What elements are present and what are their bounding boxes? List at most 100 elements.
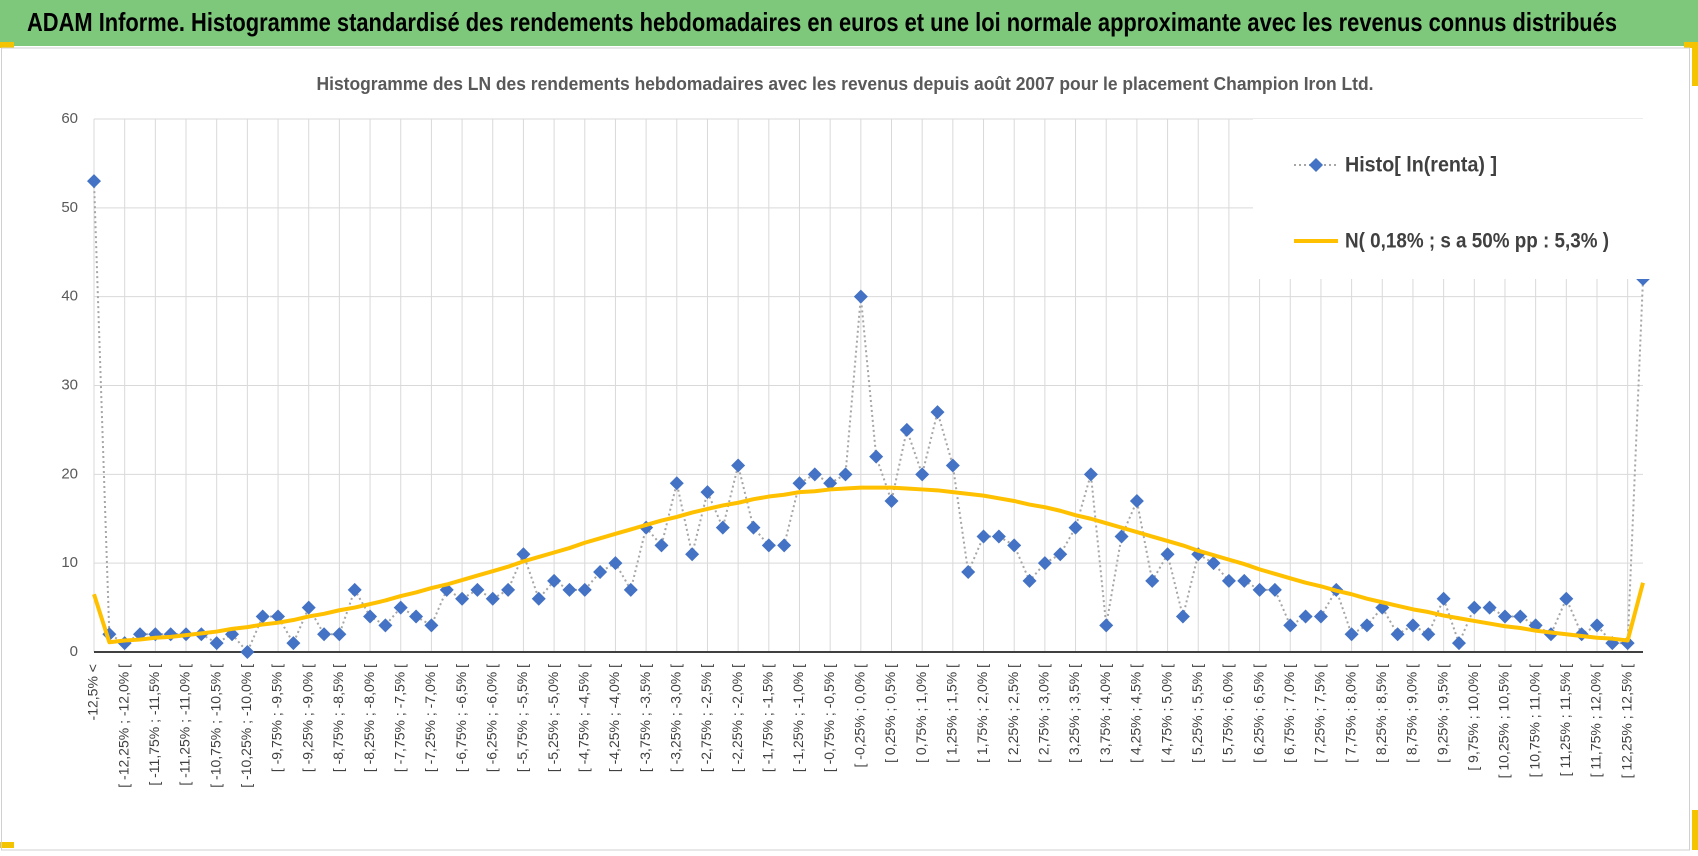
y-tick-label: 30 bbox=[61, 376, 78, 393]
point-marker bbox=[1482, 600, 1497, 615]
x-tick-label: [ -5,75% ; -5,5% [ bbox=[514, 664, 530, 772]
point-marker bbox=[1436, 591, 1451, 606]
x-tick-label: [ 2,25% ; 2,5% [ bbox=[1005, 664, 1021, 763]
point-marker bbox=[1390, 627, 1405, 642]
legend-marker bbox=[1309, 158, 1323, 172]
x-tick-label: [ -2,75% ; -2,5% [ bbox=[698, 664, 714, 772]
point-marker bbox=[1267, 582, 1282, 597]
x-tick-label: [ -10,25% ; -10,0% [ bbox=[238, 664, 254, 788]
point-marker bbox=[87, 174, 101, 189]
corner-mark bbox=[1692, 810, 1698, 850]
chart-border bbox=[1, 47, 1690, 851]
point-marker bbox=[915, 467, 930, 482]
point-marker bbox=[1145, 573, 1160, 588]
point-marker bbox=[255, 609, 270, 624]
x-tick-label: [ -5,25% ; -5,0% [ bbox=[545, 664, 561, 772]
point-marker bbox=[838, 467, 853, 482]
point-marker bbox=[715, 520, 730, 535]
point-marker bbox=[470, 582, 485, 597]
point-marker bbox=[209, 636, 224, 651]
point-marker bbox=[516, 547, 531, 562]
x-tick-label: [ 2,75% ; 3,0% [ bbox=[1036, 664, 1052, 763]
x-tick-label: [ 5,75% ; 6,0% [ bbox=[1220, 664, 1236, 763]
x-tick-label: -12,5% < bbox=[85, 664, 101, 720]
series-line bbox=[93, 181, 1644, 653]
y-tick-label: 40 bbox=[61, 288, 78, 305]
point-marker bbox=[1405, 618, 1420, 633]
x-tick-label: [ -0,25% ; 0,0% [ bbox=[852, 664, 868, 768]
point-marker bbox=[700, 485, 715, 500]
header-bar bbox=[0, 0, 1698, 46]
x-tick-label: [ -6,25% ; -6,0% [ bbox=[483, 664, 499, 772]
x-tick-label: [ 11,25% ; 11,5% [ bbox=[1557, 664, 1573, 776]
point-marker bbox=[761, 538, 776, 553]
x-tick-label: [ 4,75% ; 5,0% [ bbox=[1158, 664, 1174, 763]
x-tick-label: [ 6,25% ; 6,5% [ bbox=[1250, 664, 1266, 763]
x-tick-label: [ 0,25% ; 0,5% [ bbox=[882, 664, 898, 763]
y-tick-label: 50 bbox=[61, 199, 78, 216]
chart-title: Histogramme des LN des rendements hebdom… bbox=[317, 74, 1374, 94]
point-marker bbox=[501, 582, 516, 597]
x-tick-label: [ 3,25% ; 3,5% [ bbox=[1066, 664, 1082, 763]
x-tick-label: [ -10,75% ; -10,5% [ bbox=[207, 664, 223, 788]
point-marker bbox=[961, 565, 976, 580]
corner-mark bbox=[0, 42, 14, 48]
x-tick-label: [ -1,75% ; -1,5% [ bbox=[760, 664, 776, 772]
point-marker bbox=[1206, 556, 1221, 571]
point-marker bbox=[547, 573, 562, 588]
point-marker bbox=[1497, 609, 1512, 624]
x-tick-label: [ -8,25% ; -8,0% [ bbox=[361, 664, 377, 772]
point-marker bbox=[1283, 618, 1298, 633]
x-tick-label: [ 0,75% ; 1,0% [ bbox=[913, 664, 929, 763]
x-tick-label: [ 7,25% ; 7,5% [ bbox=[1312, 664, 1328, 763]
x-tick-label: [ 8,25% ; 8,5% [ bbox=[1373, 664, 1389, 763]
x-tick-label: [ 10,75% ; 11,0% [ bbox=[1526, 664, 1542, 777]
legend-box bbox=[1253, 119, 1652, 279]
point-marker bbox=[930, 405, 945, 420]
point-marker bbox=[332, 627, 347, 642]
point-marker bbox=[669, 476, 684, 491]
x-tick-label: [ 5,25% ; 5,5% [ bbox=[1189, 664, 1205, 763]
x-tick-label: [ -4,25% ; -4,0% [ bbox=[606, 664, 622, 772]
point-marker bbox=[1237, 573, 1252, 588]
x-tick-label: [ -2,25% ; -2,0% [ bbox=[729, 664, 745, 772]
x-tick-label: [ -8,75% ; -8,5% [ bbox=[330, 664, 346, 772]
x-tick-label: [ 1,25% ; 1,5% [ bbox=[944, 664, 960, 763]
point-marker bbox=[1344, 627, 1359, 642]
point-marker bbox=[1221, 573, 1236, 588]
point-marker bbox=[347, 582, 362, 597]
point-marker bbox=[1313, 609, 1328, 624]
x-tick-label: [ -9,25% ; -9,0% [ bbox=[299, 664, 315, 772]
x-tick-label: [ -3,25% ; -3,0% [ bbox=[667, 664, 683, 772]
x-tick-label: [ 7,75% ; 8,0% [ bbox=[1342, 664, 1358, 763]
x-tick-label: [ -7,25% ; -7,0% [ bbox=[422, 664, 438, 772]
point-marker bbox=[1114, 529, 1129, 544]
point-marker bbox=[976, 529, 991, 544]
point-marker bbox=[363, 609, 378, 624]
x-tick-label: [ -1,25% ; -1,0% [ bbox=[790, 664, 806, 772]
x-tick-label: [ -6,75% ; -6,5% [ bbox=[453, 664, 469, 772]
legend-label: N( 0,18% ; s a 50% pp : 5,3% ) bbox=[1345, 230, 1609, 253]
point-marker bbox=[853, 289, 868, 304]
point-marker bbox=[1022, 573, 1037, 588]
point-marker bbox=[1359, 618, 1374, 633]
point-marker bbox=[746, 520, 761, 535]
x-tick-label: [ 8,75% ; 9,0% [ bbox=[1404, 664, 1420, 763]
point-marker bbox=[1252, 582, 1267, 597]
y-tick-label: 60 bbox=[61, 110, 78, 127]
x-tick-label: [ -9,75% ; -9,5% [ bbox=[269, 664, 285, 772]
corner-mark bbox=[1684, 42, 1698, 48]
corner-mark bbox=[0, 842, 14, 848]
point-marker bbox=[317, 627, 332, 642]
x-tick-label: [ 9,25% ; 9,5% [ bbox=[1434, 664, 1450, 763]
point-marker bbox=[393, 600, 408, 615]
point-marker bbox=[1160, 547, 1175, 562]
point-marker bbox=[562, 582, 577, 597]
point-marker bbox=[869, 449, 884, 464]
y-tick-label: 20 bbox=[61, 465, 78, 482]
point-marker bbox=[378, 618, 393, 633]
x-tick-label: [ -11,25% ; -11,0% [ bbox=[177, 664, 193, 786]
x-tick-label: [ 11,75% ; 12,0% [ bbox=[1588, 664, 1604, 777]
point-marker bbox=[1083, 467, 1098, 482]
point-marker bbox=[1037, 556, 1052, 571]
